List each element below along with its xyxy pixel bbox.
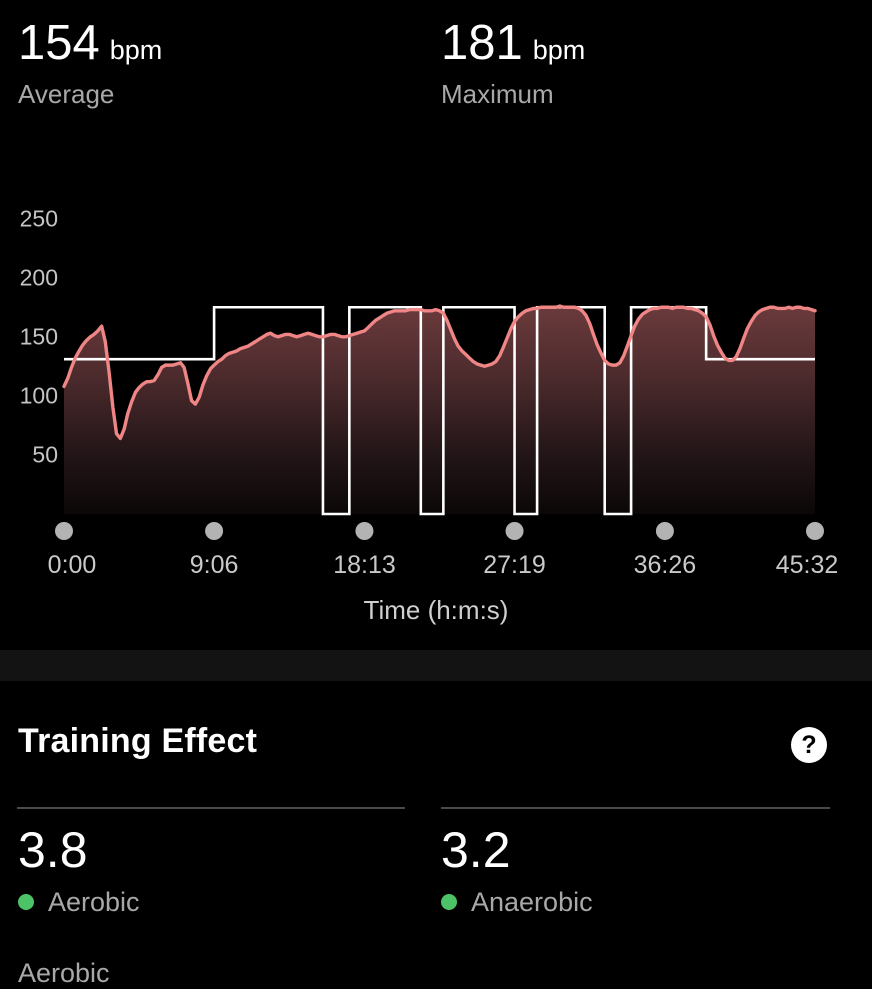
training-effect-divider-left — [17, 807, 405, 809]
training-effect-divider-right — [441, 807, 830, 809]
x-axis-tick-label: 18:13 — [333, 551, 396, 579]
x-axis-marker-dot[interactable] — [55, 522, 73, 540]
y-axis-tick-label: 100 — [19, 382, 58, 409]
training-effect-aerobic: 3.8 Aerobic — [18, 824, 140, 918]
y-axis-tick-label: 150 — [19, 323, 58, 350]
x-axis-tick-label: 27:19 — [483, 551, 546, 579]
x-axis-marker-dot[interactable] — [205, 522, 224, 540]
stat-maximum-label: Maximum — [441, 79, 554, 110]
y-axis-tick-label: 200 — [19, 264, 58, 291]
aerobic-status-dot-icon — [18, 894, 34, 910]
heart-rate-line — [62, 304, 817, 441]
target-zone-step-line — [64, 305, 815, 516]
training-effect-aerobic-score: 3.8 — [18, 822, 88, 878]
x-axis-marker-dot[interactable] — [806, 522, 824, 540]
stat-average-value-row: 154 bpm — [18, 16, 163, 70]
training-effect-anaerobic-label: Anaerobic — [471, 886, 593, 917]
question-mark-icon[interactable]: ? — [791, 727, 827, 763]
x-axis-tick-label: 9:06 — [189, 551, 239, 579]
x-axis-marker-dot[interactable] — [655, 522, 674, 540]
stat-maximum-value-row: 181 bpm — [441, 16, 586, 70]
x-axis-marker-dot[interactable] — [505, 522, 524, 540]
training-effect-anaerobic-score: 3.2 — [441, 822, 511, 878]
stat-average: 154 bpm Average — [18, 16, 163, 110]
x-axis-tick-label: 36:26 — [633, 551, 697, 579]
stat-maximum-value: 181 — [441, 16, 523, 70]
x-axis-ticks: 0:00 9:06 18:13 27:19 36:26 45:32 — [0, 140, 872, 650]
stat-average-label: Average — [18, 79, 115, 110]
training-effect-aerobic-label: Aerobic — [48, 886, 140, 917]
summary-stats: 154 bpm Average 181 bpm Maximum — [0, 0, 872, 140]
help-icon-glyph: ? — [801, 730, 817, 759]
x-axis-tick-label: 0:00 — [47, 551, 97, 579]
x-axis-title: Time (h:m:s) — [363, 595, 509, 625]
stat-maximum: 181 bpm Maximum — [441, 16, 586, 110]
heart-rate-chart-svg — [55, 304, 824, 540]
stat-average-unit: bpm — [109, 35, 163, 65]
heart-rate-chart[interactable]: 250 200 150 100 50 0:00 9:06 18:13 27:19 36:26 45… — [0, 140, 872, 650]
training-effect-anaerobic: 3.2 Anaerobic — [441, 824, 593, 918]
heart-rate-area-fill — [64, 306, 815, 514]
stat-maximum-unit: bpm — [532, 35, 586, 65]
y-axis-tick-label: 250 — [19, 205, 58, 232]
training-effect-title: Training Effect — [18, 722, 258, 760]
section-separator-band — [0, 650, 872, 681]
stat-average-value: 154 — [18, 16, 100, 70]
anaerobic-status-dot-icon — [441, 894, 457, 910]
x-axis-tick-label: 45:32 — [775, 551, 839, 579]
training-effect-aerobic-legend: Aerobic — [18, 887, 140, 918]
y-axis-tick-label: 50 — [32, 441, 58, 468]
training-effect-footer-partial: Aerobic — [18, 958, 110, 988]
x-axis-marker-dot[interactable] — [355, 522, 374, 540]
training-effect-anaerobic-legend: Anaerobic — [441, 887, 593, 918]
y-axis-ticks: 250 200 150 100 50 — [0, 140, 58, 650]
